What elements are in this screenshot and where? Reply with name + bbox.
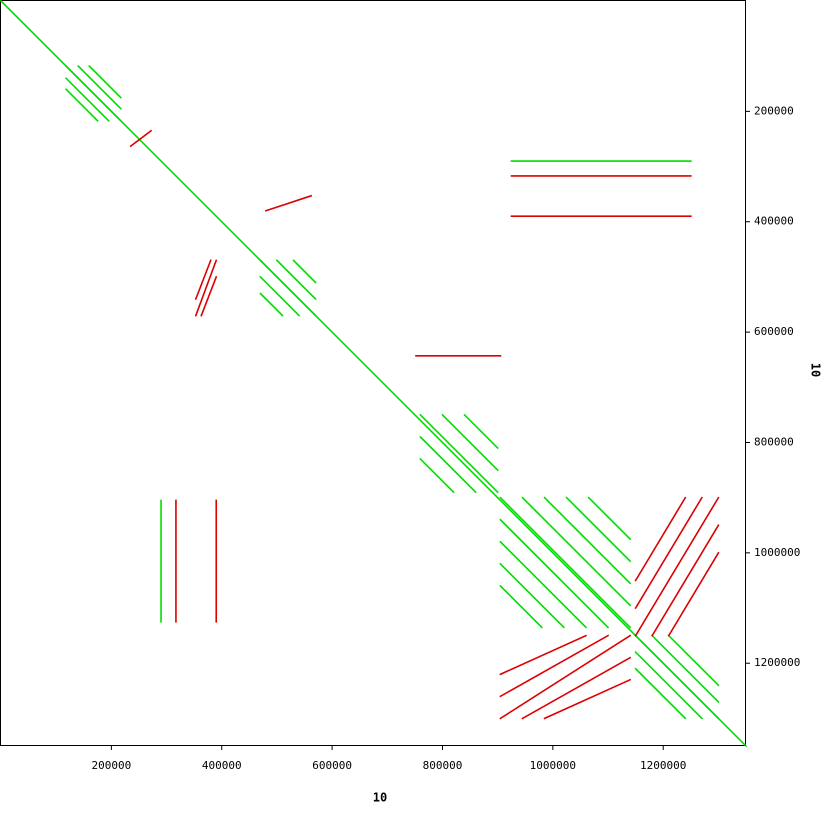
reverse-alignment: [667, 551, 720, 637]
forward-alignment: [499, 496, 632, 629]
forward-alignment: [64, 77, 110, 122]
forward-alignment: [521, 496, 632, 607]
forward-alignment: [275, 259, 317, 301]
reverse-alignment: [634, 496, 720, 637]
forward-alignment: [634, 634, 720, 720]
forward-alignment: [64, 88, 99, 122]
forward-alignment: [259, 275, 301, 317]
forward-alignment: [499, 562, 566, 629]
forward-alignment: [441, 413, 499, 472]
forward-alignment: [259, 292, 284, 317]
forward-alignment: [565, 496, 632, 563]
reverse-alignment: [634, 496, 703, 610]
forward-alignment: [419, 435, 477, 494]
reverse-alignment: [200, 275, 218, 317]
forward-alignment: [634, 667, 687, 720]
y-tick-label: 400000: [754, 215, 794, 228]
reverse-alignment: [194, 259, 212, 301]
x-tick-label: 1200000: [640, 759, 686, 772]
forward-alignment: [88, 64, 122, 99]
reverse-alignment: [129, 129, 153, 148]
y-tick-label: 800000: [754, 435, 794, 448]
plot-frame: [0, 0, 746, 746]
forward-alignment: [292, 259, 317, 284]
forward-alignment: [634, 651, 703, 720]
x-tick-label: 600000: [312, 759, 352, 772]
reverse-alignment: [543, 678, 632, 720]
reverse-alignment: [499, 634, 588, 676]
y-axis-label: 10: [809, 363, 823, 377]
forward-alignment: [543, 496, 632, 585]
forward-alignment: [651, 634, 720, 703]
reverse-alignment: [264, 194, 313, 212]
forward-alignment: [499, 518, 610, 629]
reverse-alignment: [634, 496, 687, 582]
reverse-alignment: [194, 259, 218, 317]
forward-alignment: [419, 457, 455, 494]
reverse-alignment: [651, 524, 720, 637]
x-axis-label: 10: [373, 791, 387, 805]
x-tick-label: 1000000: [530, 759, 576, 772]
reverse-alignment: [499, 634, 632, 720]
forward-alignment: [667, 634, 720, 687]
forward-alignment: [463, 413, 499, 450]
forward-alignment: [499, 584, 543, 629]
y-tick-label: 1200000: [754, 656, 800, 669]
reverse-alignment: [521, 656, 632, 720]
forward-alignment: [499, 540, 588, 629]
reverse-alignment: [499, 634, 610, 698]
forward-alignment: [587, 496, 632, 541]
y-tick-label: 200000: [754, 104, 794, 117]
y-tick-label: 1000000: [754, 546, 800, 559]
forward-alignment: [64, 64, 122, 122]
forward-alignment: [419, 413, 499, 494]
x-tick-label: 200000: [91, 759, 131, 772]
x-tick-label: 400000: [202, 759, 242, 772]
forward-alignment: [77, 64, 122, 110]
y-tick-label: 600000: [754, 325, 794, 338]
x-tick-label: 800000: [423, 759, 463, 772]
forward-alignment: [259, 259, 317, 317]
forward-alignment: [0, 0, 748, 748]
